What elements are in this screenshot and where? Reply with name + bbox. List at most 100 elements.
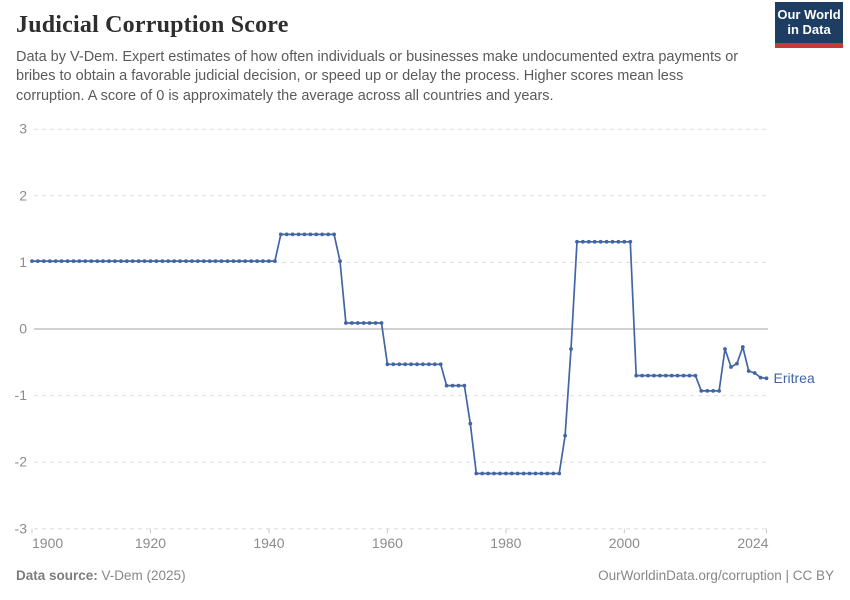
data-point[interactable] xyxy=(598,239,603,244)
data-point[interactable] xyxy=(107,259,111,263)
data-point[interactable] xyxy=(581,239,585,244)
data-point[interactable] xyxy=(622,239,627,244)
data-point[interactable] xyxy=(338,259,342,263)
data-point[interactable] xyxy=(711,389,716,393)
data-point[interactable] xyxy=(468,421,473,426)
data-point[interactable] xyxy=(284,232,289,237)
data-point[interactable] xyxy=(415,362,419,367)
data-point[interactable] xyxy=(391,362,396,367)
data-point[interactable] xyxy=(255,259,259,263)
data-point[interactable] xyxy=(361,321,366,325)
data-point[interactable] xyxy=(575,239,579,244)
data-point[interactable] xyxy=(320,232,325,237)
data-point[interactable] xyxy=(444,383,449,388)
data-point[interactable] xyxy=(207,259,212,263)
data-point[interactable] xyxy=(652,373,656,378)
data-point[interactable] xyxy=(409,362,413,367)
data-point[interactable] xyxy=(569,347,573,351)
data-point[interactable] xyxy=(752,371,757,375)
data-point[interactable] xyxy=(669,373,674,378)
data-point[interactable] xyxy=(119,259,123,263)
data-point[interactable] xyxy=(296,232,301,237)
data-point[interactable] xyxy=(308,232,313,237)
data-point[interactable] xyxy=(373,321,378,325)
data-point[interactable] xyxy=(355,321,360,325)
data-point[interactable] xyxy=(59,259,64,263)
data-point[interactable] xyxy=(47,259,52,263)
data-point[interactable] xyxy=(746,369,751,373)
data-point[interactable] xyxy=(53,259,58,263)
data-point[interactable] xyxy=(545,471,550,476)
data-point[interactable] xyxy=(148,259,153,263)
data-point[interactable] xyxy=(498,471,502,476)
data-point[interactable] xyxy=(592,239,597,244)
data-point[interactable] xyxy=(201,259,206,263)
series-end-label[interactable]: Eritrea xyxy=(774,370,815,386)
data-point[interactable] xyxy=(237,259,242,263)
data-point[interactable] xyxy=(160,259,165,263)
data-point[interactable] xyxy=(172,259,177,263)
data-point[interactable] xyxy=(557,471,562,476)
data-point[interactable] xyxy=(521,471,526,476)
data-point[interactable] xyxy=(563,433,567,438)
data-point[interactable] xyxy=(166,259,171,263)
data-point[interactable] xyxy=(178,259,183,263)
data-point[interactable] xyxy=(705,389,710,393)
owid-attribution-link[interactable]: OurWorldinData.org/corruption | CC BY xyxy=(598,568,834,583)
data-point[interactable] xyxy=(379,321,384,325)
data-point[interactable] xyxy=(764,376,769,381)
data-point[interactable] xyxy=(332,232,336,237)
data-point[interactable] xyxy=(142,259,147,263)
data-point[interactable] xyxy=(628,239,633,244)
data-point[interactable] xyxy=(136,259,141,263)
data-point[interactable] xyxy=(456,383,461,388)
data-point[interactable] xyxy=(403,362,408,367)
data-point[interactable] xyxy=(610,239,615,244)
data-point[interactable] xyxy=(717,389,721,393)
data-point[interactable] xyxy=(616,239,621,244)
data-point[interactable] xyxy=(693,373,698,378)
data-point[interactable] xyxy=(219,259,224,263)
data-point[interactable] xyxy=(65,259,70,263)
line-chart[interactable]: 3 2 1 0 -1 -2 -3 1900 1920 1940 1960 1980 2000 2024 Er… xyxy=(0,100,850,560)
data-point[interactable] xyxy=(101,259,105,263)
data-point[interactable] xyxy=(586,239,591,244)
data-point[interactable] xyxy=(273,259,277,263)
data-point[interactable] xyxy=(77,259,82,263)
data-point[interactable] xyxy=(184,259,188,263)
data-point[interactable] xyxy=(231,259,236,263)
data-point[interactable] xyxy=(675,373,680,378)
data-point[interactable] xyxy=(735,361,739,366)
data-point[interactable] xyxy=(646,373,650,378)
data-point[interactable] xyxy=(89,259,94,263)
owid-logo[interactable]: Our World in Data xyxy=(775,2,843,48)
data-point[interactable] xyxy=(658,373,662,378)
data-point[interactable] xyxy=(290,232,295,237)
data-point[interactable] xyxy=(640,373,644,378)
data-point[interactable] xyxy=(740,345,745,349)
data-point[interactable] xyxy=(509,471,514,476)
data-point[interactable] xyxy=(515,471,520,476)
data-point[interactable] xyxy=(36,259,40,263)
data-point[interactable] xyxy=(30,259,34,263)
data-point[interactable] xyxy=(533,471,538,476)
data-point[interactable] xyxy=(758,375,763,380)
data-point[interactable] xyxy=(302,232,307,237)
data-point[interactable] xyxy=(113,259,117,263)
data-point[interactable] xyxy=(681,373,686,378)
data-point[interactable] xyxy=(486,471,490,476)
data-point[interactable] xyxy=(367,321,372,325)
data-point[interactable] xyxy=(124,259,129,263)
data-point[interactable] xyxy=(539,471,544,476)
data-point[interactable] xyxy=(723,347,727,351)
data-point[interactable] xyxy=(154,259,159,263)
data-point[interactable] xyxy=(427,362,431,367)
series-line-eritrea[interactable] xyxy=(32,233,767,475)
data-point[interactable] xyxy=(326,232,331,237)
data-point[interactable] xyxy=(604,239,609,244)
data-point[interactable] xyxy=(438,362,443,367)
data-point[interactable] xyxy=(492,471,496,476)
data-point[interactable] xyxy=(527,471,532,476)
data-point[interactable] xyxy=(314,232,319,237)
